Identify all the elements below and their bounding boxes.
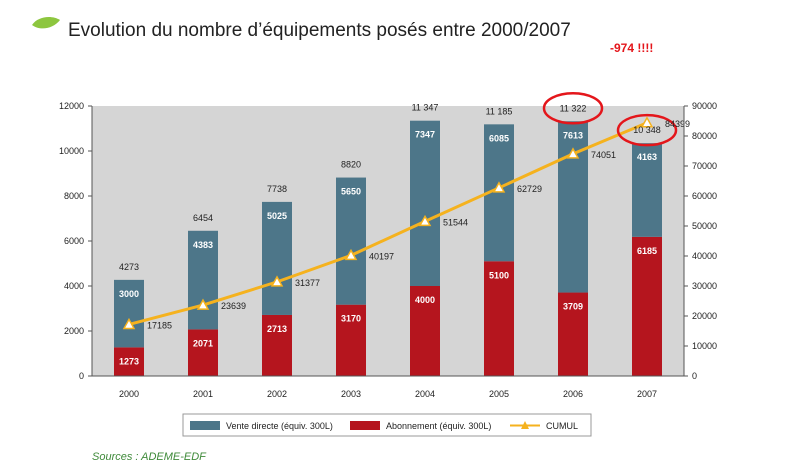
data-label-vente: 3000 — [119, 289, 139, 299]
y-tick-label-right: 0 — [692, 371, 697, 381]
cumul-marker — [270, 275, 284, 287]
y-tick-label-right: 90000 — [692, 101, 717, 111]
data-label-abonnement: 4000 — [415, 295, 435, 305]
data-label-cumul: 31377 — [295, 278, 320, 288]
data-label-total: 11 347 — [412, 103, 439, 113]
bar-vente — [632, 143, 662, 237]
cumul-marker — [344, 248, 358, 261]
data-label-total: 11 322 — [560, 103, 587, 113]
data-label-vente: 4163 — [637, 152, 657, 162]
legend: Vente directe (équiv. 300L) Abonnement (… — [182, 413, 592, 437]
data-label-total: 11 185 — [486, 106, 513, 116]
data-label-abonnement: 3709 — [563, 302, 583, 312]
y-tick-label-right: 10000 — [692, 341, 717, 351]
highlight-circle — [616, 113, 678, 147]
cumul-marker — [196, 298, 210, 310]
legend-label-vente: Vente directe (équiv. 300L) — [226, 421, 333, 431]
source-note: Sources : ADEME-EDF — [92, 451, 207, 463]
cumul-marker — [566, 147, 580, 159]
bar-abonnement — [484, 261, 514, 376]
y-tick-label-right: 60000 — [692, 191, 717, 201]
y-tick-label-right: 50000 — [692, 221, 717, 231]
y-tick-label-left: 12000 — [59, 101, 84, 111]
y-tick-label-left: 8000 — [64, 191, 84, 201]
data-label-abonnement: 5100 — [489, 270, 509, 280]
bar-abonnement — [336, 304, 366, 376]
y-tick-label-left: 6000 — [64, 236, 84, 246]
data-label-vente: 5650 — [341, 187, 361, 197]
y-tick-label-right: 20000 — [692, 311, 717, 321]
cumul-line — [128, 121, 648, 326]
legend-marker-cumul — [521, 421, 529, 429]
y-tick-label-right: 40000 — [692, 251, 717, 261]
data-label-abonnement: 3170 — [341, 314, 361, 324]
cumul-marker — [418, 214, 432, 227]
data-label-abonnement: 2713 — [267, 324, 287, 334]
bar-abonnement — [558, 292, 588, 376]
legend-swatch-abonnement — [350, 421, 380, 430]
bar-vente — [262, 201, 292, 315]
data-label-vente: 7613 — [563, 130, 583, 140]
bar-vente — [114, 279, 144, 348]
y-tick-label-left: 0 — [79, 371, 84, 381]
data-label-vente: 5025 — [267, 211, 287, 221]
data-label-abonnement: 2071 — [193, 338, 213, 348]
highlight-circle — [542, 92, 604, 125]
bar-vente — [336, 177, 366, 305]
difference-annotation: -974 !!!! — [610, 41, 653, 55]
data-label-total: 4273 — [119, 262, 139, 272]
x-tick-label: 2003 — [341, 389, 361, 399]
data-label-vente: 4383 — [193, 240, 213, 250]
bar-abonnement — [188, 329, 218, 376]
legend-label-cumul: CUMUL — [546, 421, 578, 431]
data-label-vente: 7347 — [415, 130, 435, 140]
y-tick-label-left: 2000 — [64, 326, 84, 336]
y-tick-label-left: 4000 — [64, 281, 84, 291]
x-tick-label: 2006 — [563, 389, 583, 399]
x-tick-label: 2007 — [637, 389, 657, 399]
data-label-vente: 6085 — [489, 133, 509, 143]
legend-label-abonnement: Abonnement (équiv. 300L) — [386, 421, 491, 431]
bar-abonnement — [410, 286, 440, 376]
bar-vente — [410, 120, 440, 286]
data-label-total: 8820 — [341, 160, 361, 170]
bar-vente — [188, 230, 218, 330]
data-label-cumul: 84399 — [665, 119, 690, 129]
data-label-total: 6454 — [193, 213, 213, 223]
x-tick-label: 2004 — [415, 389, 435, 399]
data-label-cumul: 62729 — [517, 184, 542, 194]
cumul-marker — [492, 181, 506, 193]
data-label-cumul: 40197 — [369, 251, 394, 261]
x-tick-label: 2002 — [267, 389, 287, 399]
x-tick-label: 2000 — [119, 389, 139, 399]
data-label-cumul: 23639 — [221, 301, 246, 311]
data-label-total: 7738 — [267, 184, 287, 194]
y-tick-label-right: 70000 — [692, 161, 717, 171]
data-label-cumul: 51544 — [443, 217, 468, 227]
x-tick-label: 2001 — [193, 389, 213, 399]
bar-abonnement — [114, 347, 144, 376]
cumul-marker — [122, 317, 136, 330]
plot-area — [92, 106, 684, 376]
data-label-cumul: 17185 — [147, 320, 172, 330]
data-label-total: 10 348 — [633, 125, 661, 135]
data-label-abonnement: 1273 — [119, 356, 139, 366]
y-tick-label-right: 80000 — [692, 131, 717, 141]
bar-abonnement — [632, 236, 662, 376]
legend-swatch-vente — [190, 421, 220, 430]
bar-abonnement — [262, 314, 292, 376]
y-tick-label-left: 10000 — [59, 146, 84, 156]
page-title: Evolution du nombre d’équipements posés … — [68, 20, 571, 41]
x-tick-label: 2005 — [489, 389, 509, 399]
bar-vente — [558, 121, 588, 293]
leaf-icon — [32, 17, 60, 29]
y-tick-label-right: 30000 — [692, 281, 717, 291]
cumul-marker — [640, 116, 654, 128]
data-label-cumul: 74051 — [591, 150, 616, 160]
legend-box — [182, 413, 592, 437]
data-label-abonnement: 6185 — [637, 246, 657, 256]
